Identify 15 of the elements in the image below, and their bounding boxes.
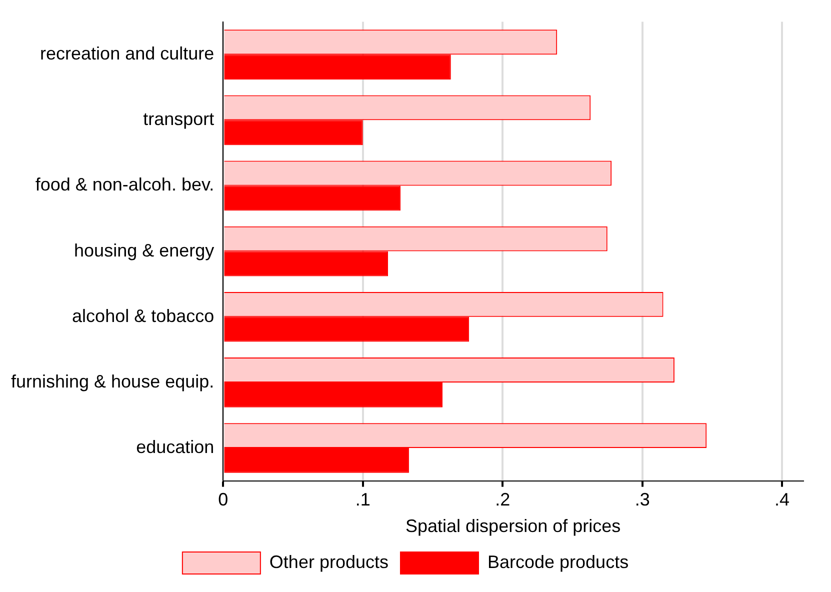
y-tick-label: education (136, 436, 214, 457)
y-tick-label: housing & energy (74, 240, 214, 260)
y-tick-label: transport (143, 109, 214, 130)
legend-label: Barcode products (487, 552, 629, 572)
x-tick-label: .4 (774, 490, 790, 510)
x-tick-label: 0 (218, 490, 228, 510)
legend-label: Other products (269, 552, 388, 572)
y-tick-label: furnishing & house equip. (10, 371, 214, 392)
x-axis-title: Spatial dispersion of prices (406, 516, 621, 536)
x-tick-label: .3 (634, 490, 650, 510)
y-tick-label: alcohol & tobacco (72, 306, 214, 326)
y-tick-label: food & non-alcoh. bev. (35, 174, 214, 195)
x-tick-label: .2 (495, 490, 510, 510)
x-tick-label: .1 (355, 490, 370, 510)
y-tick-label: recreation and culture (40, 44, 214, 64)
